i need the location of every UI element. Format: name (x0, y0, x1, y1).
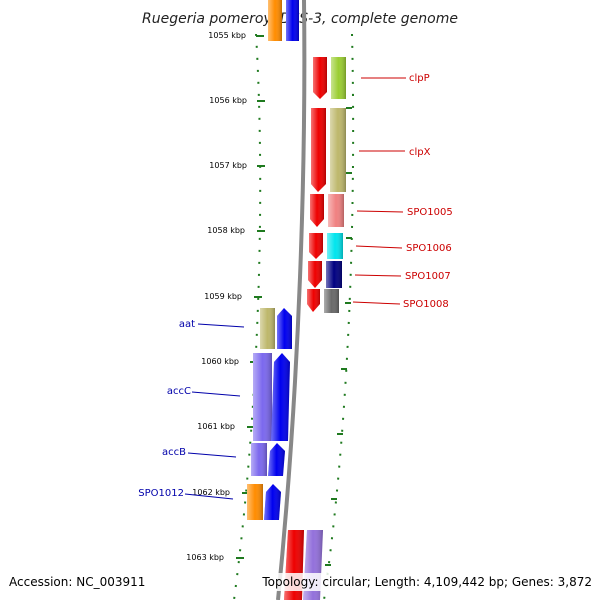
footer-bg-right (260, 573, 596, 591)
gene-label: SPO1005 (407, 207, 453, 218)
forward-gene-clpP[interactable]: clpP (313, 57, 430, 99)
reverse-gene-accC[interactable]: accC (167, 353, 290, 441)
svg-text:1059 kbp: 1059 kbp (204, 292, 242, 301)
genome-summary-text: Topology: circular; Length: 4,109,442 bp… (261, 575, 592, 589)
scale-ticks: 1055 kbp 1056 kbp 1057 kbp 1058 kbp 1059… (186, 31, 265, 562)
gene-label: clpX (409, 147, 431, 158)
genome-backbone (276, 0, 307, 600)
outer-minor-ticks (325, 107, 352, 566)
tick-1056: 1056 kbp (209, 96, 265, 105)
svg-text:1060 kbp: 1060 kbp (201, 357, 239, 366)
forward-gene-SPO1005[interactable]: SPO1005 (310, 194, 453, 227)
partial-reverse-gene-top[interactable] (268, 0, 299, 41)
gene-label: accC (167, 386, 191, 397)
svg-text:1063 kbp: 1063 kbp (186, 553, 224, 562)
tick-1059: 1059 kbp (204, 292, 262, 301)
forward-gene-SPO1006[interactable]: SPO1006 (309, 233, 452, 259)
gene-label-leader (197, 323, 245, 328)
svg-text:1058 kbp: 1058 kbp (207, 226, 245, 235)
gene-label-leader (191, 391, 241, 397)
svg-text:1061 kbp: 1061 kbp (197, 422, 235, 431)
gene-label: aat (179, 319, 195, 330)
tick-1060: 1060 kbp (201, 357, 258, 366)
reverse-gene-accB[interactable]: accB (162, 443, 285, 476)
accession-text: Accession: NC_003911 (9, 575, 145, 589)
tick-1055: 1055 kbp (208, 31, 264, 40)
outer-guide-arc (323, 33, 355, 600)
gene-label: accB (162, 447, 186, 458)
svg-text:1062 kbp: 1062 kbp (192, 488, 230, 497)
gene-label: SPO1008 (403, 299, 449, 310)
gene-label-leader (356, 210, 404, 213)
tick-1063: 1063 kbp (186, 553, 244, 562)
footer-bg-left (6, 573, 152, 591)
svg-text:1055 kbp: 1055 kbp (208, 31, 246, 40)
gene-label-leader (184, 493, 234, 500)
reverse-gene-aat[interactable]: aat (179, 308, 292, 349)
tick-1057: 1057 kbp (209, 161, 265, 170)
forward-gene-clpX[interactable]: clpX (311, 108, 431, 192)
gene-label-leader (187, 452, 237, 458)
gene-label: SPO1007 (405, 271, 451, 282)
reverse-gene-SPO1012[interactable]: SPO1012 (138, 484, 281, 520)
svg-text:1056 kbp: 1056 kbp (209, 96, 247, 105)
forward-gene-SPO1007[interactable]: SPO1007 (308, 261, 451, 288)
gene-label-leader (354, 274, 402, 277)
tick-1058: 1058 kbp (207, 226, 265, 235)
gene-label: SPO1006 (406, 243, 452, 254)
forward-gene-SPO1008[interactable]: SPO1008 (307, 289, 449, 313)
svg-text:1057 kbp: 1057 kbp (209, 161, 247, 170)
tick-1061: 1061 kbp (197, 422, 255, 431)
inner-guide-arc (233, 33, 262, 600)
gene-label: clpP (409, 73, 430, 84)
gene-label-leader (352, 301, 401, 305)
gene-label-leader (355, 245, 403, 249)
gene-label: SPO1012 (138, 488, 184, 499)
map-title: Ruegeria pomeroyi DSS-3, complete genome (142, 11, 458, 27)
